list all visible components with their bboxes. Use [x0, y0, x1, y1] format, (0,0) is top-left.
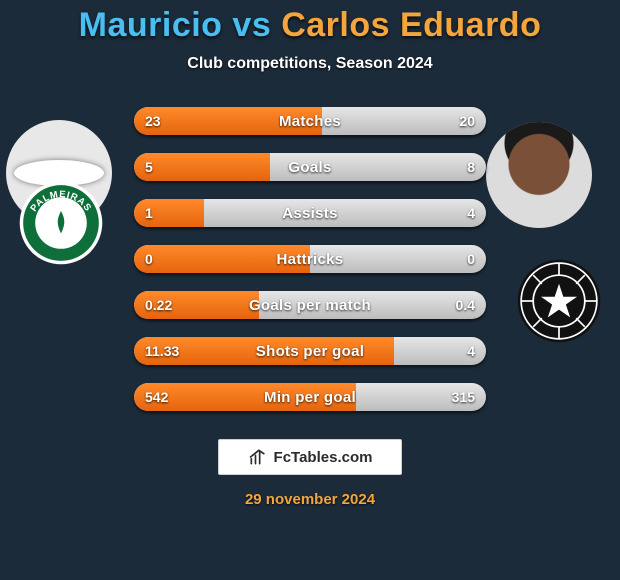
stat-label: Hattricks: [134, 245, 486, 273]
vs-label: vs: [232, 6, 271, 44]
stat-bars: Matches23 20 Goals5 8 Assists1 4 Hattricks0 0 Go…: [134, 107, 486, 411]
brand-label: FcTables.com: [274, 449, 373, 466]
stat-value-left: 23: [145, 107, 161, 135]
botafogo-badge-icon: [516, 258, 602, 344]
palmeiras-badge-icon: PALMEIRAS: [18, 180, 104, 266]
stat-row: Assists1 4: [134, 199, 486, 227]
player1-name: Mauricio: [79, 6, 223, 44]
chart-icon: [248, 447, 268, 467]
stat-value-right: 4: [467, 337, 475, 365]
stat-label: Goals: [134, 153, 486, 181]
stat-label: Matches: [134, 107, 486, 135]
avatar-face-icon: [486, 122, 592, 228]
stat-label: Min per goal: [134, 383, 486, 411]
stat-label: Goals per match: [134, 291, 486, 319]
player2-club-badge: [516, 258, 602, 344]
stat-value-right: 315: [452, 383, 475, 411]
comparison-infographic: Mauricio vs Carlos Eduardo Club competit…: [0, 0, 620, 580]
page-title: Mauricio vs Carlos Eduardo: [0, 6, 620, 45]
player2-name: Carlos Eduardo: [281, 6, 541, 44]
stat-value-left: 0: [145, 245, 153, 273]
stat-value-right: 0: [467, 245, 475, 273]
stat-value-left: 5: [145, 153, 153, 181]
brand-badge[interactable]: FcTables.com: [218, 439, 402, 475]
stat-row: Shots per goal11.33 4: [134, 337, 486, 365]
stat-row: Goals per match0.22 0.4: [134, 291, 486, 319]
stat-value-left: 11.33: [145, 337, 179, 365]
stat-row: Hattricks0 0: [134, 245, 486, 273]
player2-avatar: [486, 122, 592, 228]
stat-value-left: 0.22: [145, 291, 172, 319]
stat-row: Min per goal542 315: [134, 383, 486, 411]
stat-label: Shots per goal: [134, 337, 486, 365]
stat-value-right: 4: [467, 199, 475, 227]
stat-row: Matches23 20: [134, 107, 486, 135]
player1-club-badge: PALMEIRAS: [18, 180, 104, 266]
stat-value-left: 542: [145, 383, 168, 411]
stat-value-left: 1: [145, 199, 153, 227]
subtitle: Club competitions, Season 2024: [0, 55, 620, 73]
stat-value-right: 20: [459, 107, 475, 135]
stat-label: Assists: [134, 199, 486, 227]
stat-value-right: 8: [467, 153, 475, 181]
footer-date: 29 november 2024: [0, 491, 620, 508]
stat-value-right: 0.4: [456, 291, 475, 319]
stat-row: Goals5 8: [134, 153, 486, 181]
